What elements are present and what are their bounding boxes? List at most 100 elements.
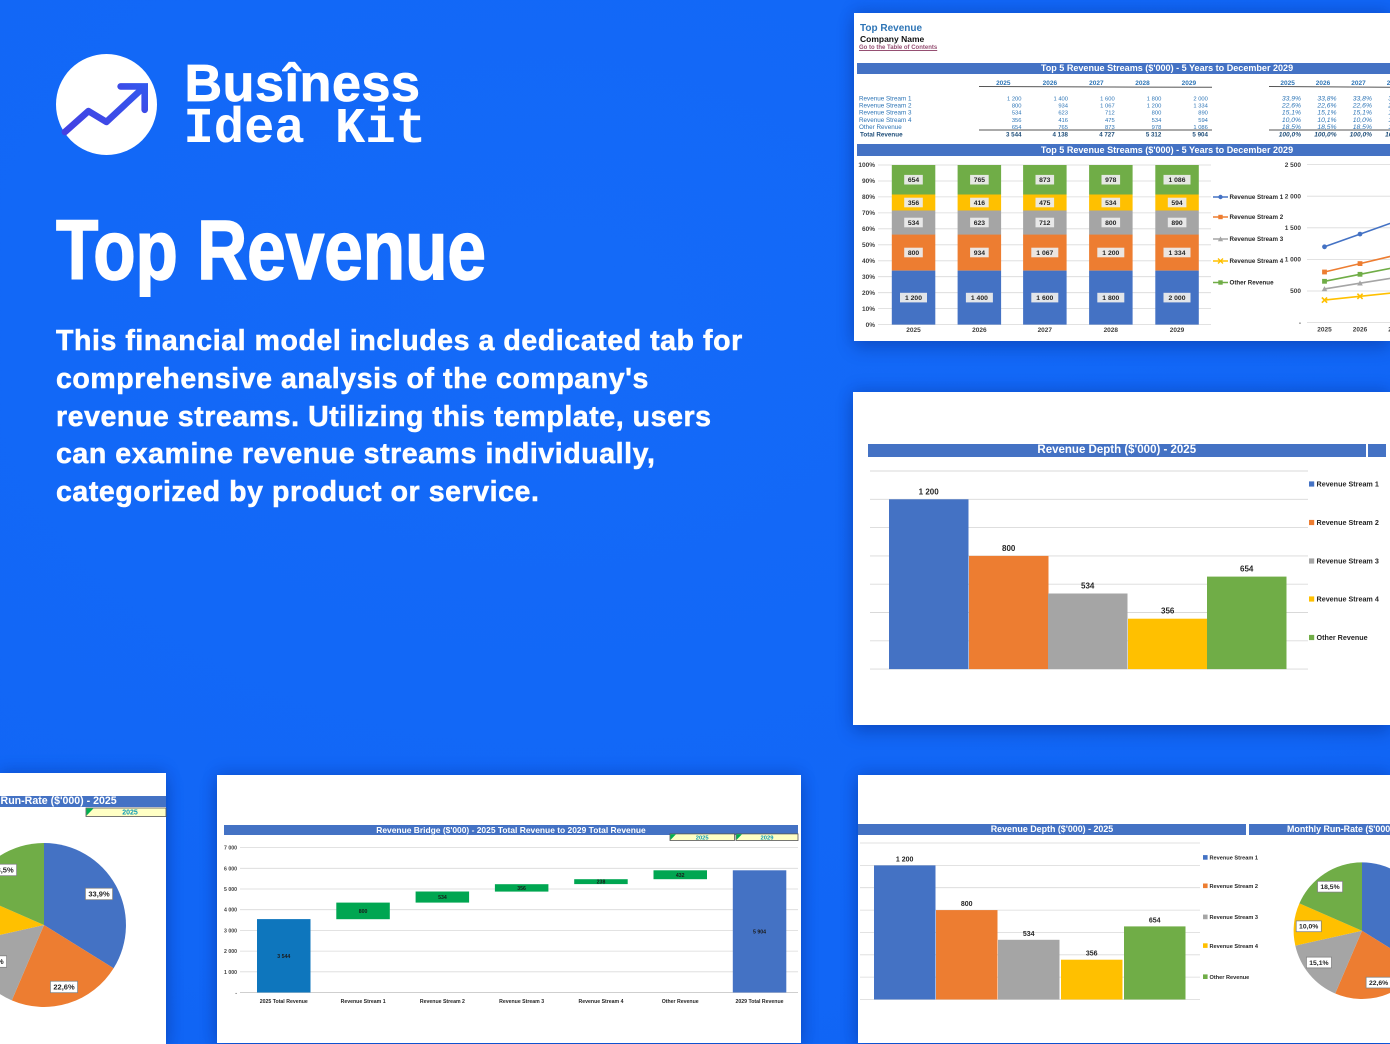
svg-text:765: 765 (1058, 125, 1068, 131)
svg-text:356: 356 (1161, 607, 1175, 616)
svg-text:654: 654 (1149, 917, 1161, 924)
svg-text:1 334: 1 334 (1168, 250, 1185, 257)
svg-text:2 500: 2 500 (1285, 162, 1302, 169)
svg-text:712: 712 (1105, 111, 1115, 117)
svg-text:18,5%: 18,5% (0, 866, 14, 875)
svg-text:Revenue Stream 3: Revenue Stream 3 (1210, 915, 1259, 921)
svg-text:2025: 2025 (1317, 327, 1332, 334)
svg-text:934: 934 (974, 250, 986, 257)
svg-text:15,1%: 15,1% (0, 957, 4, 966)
svg-text:873: 873 (1039, 177, 1051, 184)
svg-text:0%: 0% (866, 322, 876, 329)
svg-text:100,0%: 100,0% (1350, 132, 1373, 139)
svg-text:2025: 2025 (996, 80, 1011, 87)
svg-text:534: 534 (1012, 111, 1022, 117)
svg-text:Other Revenue: Other Revenue (859, 124, 902, 131)
svg-text:978: 978 (1105, 177, 1117, 184)
svg-text:18,5%: 18,5% (1282, 124, 1301, 131)
svg-text:1 200: 1 200 (1007, 96, 1022, 102)
svg-text:654: 654 (908, 177, 920, 184)
svg-text:100,0%: 100,0% (1385, 132, 1390, 139)
svg-text:2 000: 2 000 (224, 949, 237, 955)
svg-text:416: 416 (1058, 118, 1068, 124)
svg-text:800: 800 (961, 901, 973, 908)
svg-text:100,0%: 100,0% (1314, 132, 1337, 139)
svg-text:Revenue Stream 1: Revenue Stream 1 (1210, 856, 1259, 862)
svg-text:33,9%: 33,9% (1282, 95, 1301, 102)
svg-text:Revenue Stream 2: Revenue Stream 2 (859, 103, 912, 110)
svg-text:60%: 60% (862, 226, 875, 233)
svg-text:2025: 2025 (696, 835, 710, 841)
svg-text:1 800: 1 800 (1147, 96, 1162, 102)
svg-text:1 200: 1 200 (905, 295, 922, 302)
svg-text:2025: 2025 (122, 810, 138, 817)
svg-text:Revenue Stream 3: Revenue Stream 3 (859, 110, 912, 117)
svg-text:2027: 2027 (1351, 80, 1366, 87)
svg-text:90%: 90% (862, 178, 875, 185)
svg-text:873: 873 (1105, 125, 1115, 131)
svg-text:1 400: 1 400 (1053, 96, 1068, 102)
svg-text:Other Revenue: Other Revenue (1317, 633, 1368, 642)
svg-text:2027: 2027 (1388, 327, 1390, 334)
svg-text:1 200: 1 200 (919, 487, 940, 496)
svg-text:15,1%: 15,1% (1353, 110, 1372, 117)
svg-text:Revenue Stream 4: Revenue Stream 4 (1210, 944, 1259, 950)
svg-text:33,9%: 33,9% (1388, 95, 1390, 102)
svg-text:800: 800 (1152, 111, 1162, 117)
svg-text:654: 654 (1012, 125, 1022, 131)
svg-text:10,1%: 10,1% (1317, 117, 1336, 124)
svg-text:20%: 20% (862, 290, 875, 297)
svg-text:40%: 40% (862, 258, 875, 265)
svg-text:Revenue Stream 2: Revenue Stream 2 (420, 999, 465, 1005)
svg-text:Other Revenue: Other Revenue (662, 999, 699, 1005)
svg-text:33,8%: 33,8% (1317, 95, 1336, 102)
svg-text:594: 594 (1171, 200, 1183, 207)
svg-text:1 067: 1 067 (1036, 250, 1053, 257)
svg-text:800: 800 (1105, 220, 1117, 227)
svg-text:1 334: 1 334 (1193, 104, 1208, 110)
svg-text:475: 475 (1039, 200, 1051, 207)
svg-text:Other Revenue: Other Revenue (1230, 280, 1275, 287)
svg-text:Total Revenue: Total Revenue (860, 132, 903, 139)
svg-text:3 000: 3 000 (224, 928, 237, 934)
svg-text:2 000: 2 000 (1285, 193, 1302, 200)
svg-text:432: 432 (676, 873, 685, 879)
svg-text:1 067: 1 067 (1100, 104, 1115, 110)
svg-text:1 200: 1 200 (1147, 104, 1162, 110)
svg-text:Revenue Stream 4: Revenue Stream 4 (1230, 258, 1284, 265)
svg-text:2 000: 2 000 (1168, 295, 1185, 302)
svg-text:15,1%: 15,1% (1388, 110, 1390, 117)
svg-text:1 086: 1 086 (1168, 177, 1185, 184)
svg-text:1 800: 1 800 (1102, 295, 1119, 302)
svg-text:33,8%: 33,8% (1353, 95, 1372, 102)
svg-text:2026: 2026 (1043, 80, 1058, 87)
svg-text:2027: 2027 (1038, 327, 1053, 334)
svg-text:2025: 2025 (1280, 80, 1295, 87)
svg-text:1 400: 1 400 (971, 295, 988, 302)
svg-text:475: 475 (1105, 118, 1115, 124)
svg-text:22,6%: 22,6% (1316, 103, 1336, 110)
svg-text:534: 534 (1081, 582, 1095, 591)
svg-text:10,1%: 10,1% (1388, 117, 1390, 124)
svg-text:22,6%: 22,6% (1352, 103, 1372, 110)
svg-text:Revenue Stream 2: Revenue Stream 2 (1317, 518, 1379, 527)
svg-text:800: 800 (359, 909, 368, 915)
svg-text:18,5%: 18,5% (1353, 124, 1372, 131)
svg-text:100,0%: 100,0% (1279, 132, 1302, 139)
svg-text:1 500: 1 500 (1285, 225, 1302, 232)
svg-text:5 000: 5 000 (224, 887, 237, 893)
svg-text:Revenue Stream 3: Revenue Stream 3 (1317, 557, 1379, 566)
svg-text:4 138: 4 138 (1053, 132, 1069, 139)
svg-text:18,5%: 18,5% (1320, 884, 1339, 891)
svg-text:2026: 2026 (1353, 327, 1368, 334)
svg-text:712: 712 (1039, 220, 1051, 227)
svg-text:18,5%: 18,5% (1317, 124, 1336, 131)
svg-text:5 312: 5 312 (1146, 132, 1162, 139)
svg-text:Revenue Stream 3: Revenue Stream 3 (1230, 236, 1284, 243)
svg-text:534: 534 (908, 220, 920, 227)
svg-text:-: - (1299, 320, 1301, 327)
svg-text:356: 356 (517, 886, 526, 892)
svg-text:Revenue Stream 1: Revenue Stream 1 (1317, 480, 1379, 489)
svg-text:2 000: 2 000 (1193, 96, 1208, 102)
svg-text:356: 356 (1012, 118, 1022, 124)
